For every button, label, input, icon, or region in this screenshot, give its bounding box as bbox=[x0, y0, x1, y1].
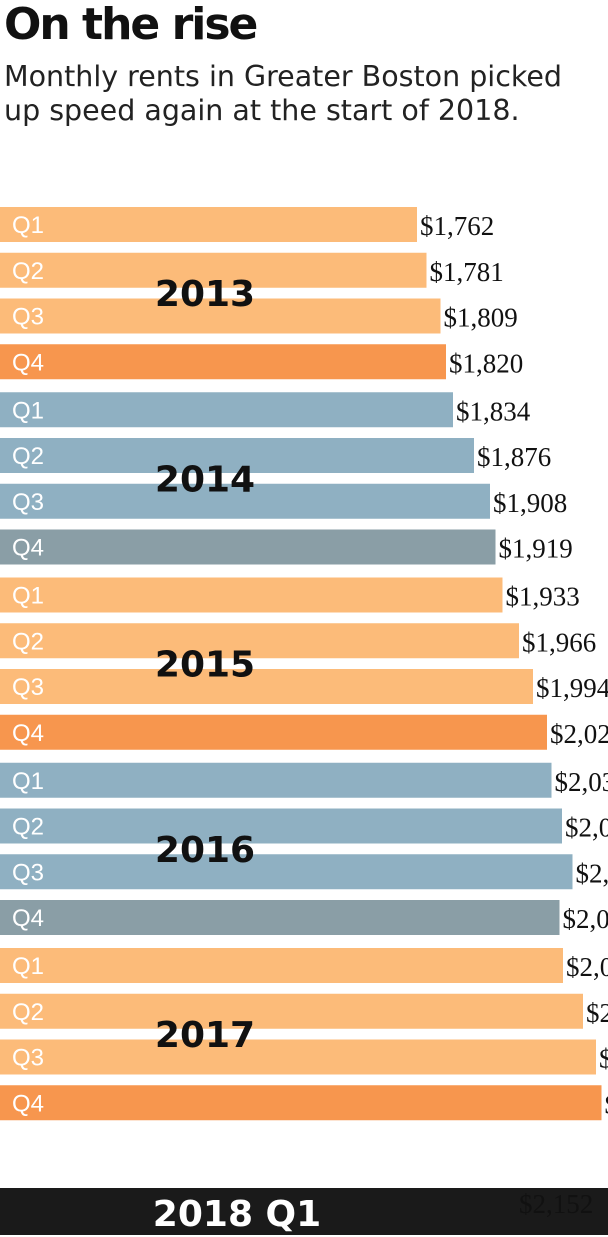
quarter-label: Q3 bbox=[12, 304, 44, 331]
bar-2014-q1 bbox=[0, 392, 453, 428]
year-label-2013: 2013 bbox=[155, 274, 255, 315]
year-label-2014: 2014 bbox=[155, 459, 255, 500]
value-label: $2,094 bbox=[586, 998, 608, 1028]
quarter-label: Q2 bbox=[12, 258, 44, 285]
quarter-label: Q4 bbox=[12, 535, 44, 562]
bar-2014-q3 bbox=[0, 483, 490, 519]
bar-2015-q1 bbox=[0, 577, 503, 613]
value-label: $2,031 bbox=[555, 767, 608, 797]
bar-2013-q2 bbox=[0, 252, 427, 288]
year-label-2016: 2016 bbox=[155, 830, 255, 871]
final-year-label: 2018 bbox=[153, 1194, 266, 1235]
quarter-label: Q3 bbox=[12, 859, 44, 886]
value-label: $2,022 bbox=[550, 719, 608, 749]
chart-subtitle: Monthly rents in Greater Boston picked u… bbox=[4, 60, 563, 127]
quarter-label: Q1 bbox=[12, 768, 44, 795]
bar-2015-q4 bbox=[0, 714, 547, 750]
value-label: $1,876 bbox=[477, 442, 551, 472]
value-label: $2,131 bbox=[605, 1089, 608, 1119]
value-label: $1,933 bbox=[506, 582, 580, 612]
value-label: $1,994 bbox=[536, 673, 608, 703]
bar-2016-q3 bbox=[0, 854, 573, 890]
value-label: $1,834 bbox=[456, 396, 531, 426]
value-label: $2,073 bbox=[576, 858, 608, 888]
value-label: $2,047 bbox=[563, 904, 608, 934]
value-label: $1,762 bbox=[420, 211, 494, 241]
value-label: $1,966 bbox=[522, 627, 596, 657]
quarter-label: Q1 bbox=[12, 212, 44, 239]
quarter-label: Q3 bbox=[12, 674, 44, 701]
quarter-label: Q3 bbox=[12, 489, 44, 516]
value-label: $2,054 bbox=[566, 952, 608, 982]
quarter-label: Q3 bbox=[12, 1045, 44, 1072]
value-label: $2,120 bbox=[599, 1044, 608, 1074]
quarter-label: Q1 bbox=[12, 397, 44, 424]
bar-2018-q1 bbox=[0, 1188, 608, 1235]
value-label: $1,908 bbox=[493, 488, 567, 518]
final-quarter-label: Q1 bbox=[266, 1194, 322, 1235]
bar-2013-q1 bbox=[0, 207, 417, 242]
bar-2017-q4 bbox=[0, 1085, 602, 1121]
bar-2016-q4 bbox=[0, 900, 560, 935]
year-label-2017: 2017 bbox=[155, 1015, 255, 1056]
quarter-label: Q4 bbox=[12, 905, 44, 932]
quarter-label: Q1 bbox=[12, 953, 44, 980]
quarter-label: Q1 bbox=[12, 583, 44, 610]
value-label: $1,820 bbox=[449, 348, 523, 378]
bar-2015-q3 bbox=[0, 669, 533, 704]
bar-2015-q2 bbox=[0, 623, 519, 659]
bar-2014-q2 bbox=[0, 438, 474, 473]
value-label: $2,052 bbox=[565, 813, 608, 843]
quarter-label: Q2 bbox=[12, 443, 44, 470]
quarter-label: Q4 bbox=[12, 349, 44, 376]
bar-2013-q3 bbox=[0, 298, 441, 334]
value-label: $1,919 bbox=[499, 534, 573, 564]
bar-2017-q1 bbox=[0, 948, 563, 983]
quarter-label: Q4 bbox=[12, 1090, 44, 1117]
bar-2014-q4 bbox=[0, 529, 496, 565]
bar-2016-q2 bbox=[0, 808, 562, 844]
quarter-label: Q2 bbox=[12, 814, 44, 841]
bar-2017-q2 bbox=[0, 993, 583, 1029]
quarter-label: Q4 bbox=[12, 720, 44, 747]
quarter-label: Q2 bbox=[12, 999, 44, 1026]
bar-2013-q4 bbox=[0, 344, 446, 380]
quarter-label: Q2 bbox=[12, 628, 44, 655]
value-label: $1,809 bbox=[444, 303, 518, 333]
final-bar-label: 2018 Q1 bbox=[153, 1194, 321, 1235]
value-label: $2,152 bbox=[519, 1189, 593, 1219]
chart-title: On the rise bbox=[4, 0, 258, 50]
year-label-2015: 2015 bbox=[155, 645, 255, 686]
bar-2017-q3 bbox=[0, 1039, 596, 1075]
value-label: $1,781 bbox=[430, 257, 504, 287]
bar-2016-q1 bbox=[0, 762, 552, 798]
